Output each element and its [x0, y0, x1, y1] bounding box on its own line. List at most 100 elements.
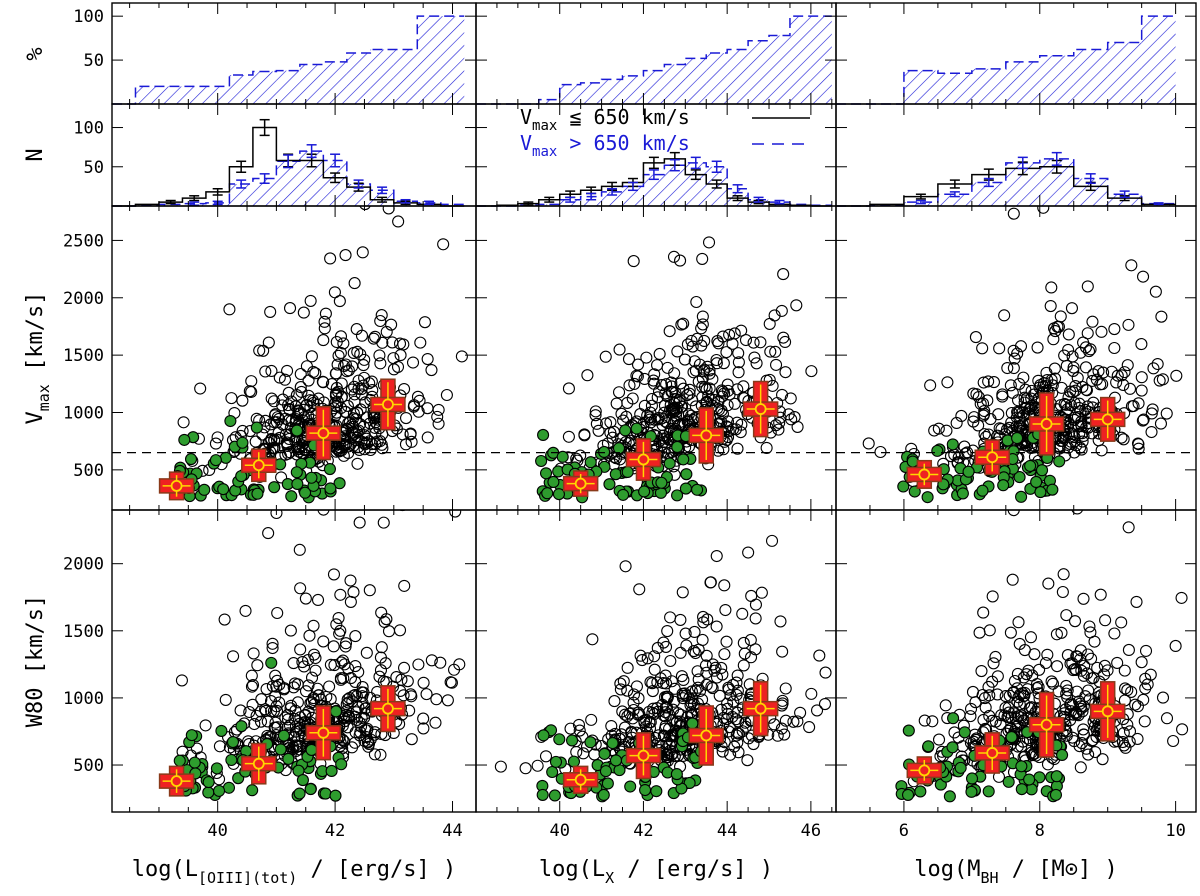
data-point	[1054, 310, 1067, 323]
data-point	[391, 360, 405, 373]
data-point	[692, 643, 705, 656]
data-point	[299, 592, 312, 605]
data-point	[742, 546, 755, 559]
vmax-scatter	[476, 236, 836, 504]
subsample-point	[319, 787, 332, 800]
data-point	[362, 740, 375, 753]
pct-bar	[1141, 16, 1176, 104]
data-point	[1156, 691, 1170, 704]
data-point	[1083, 620, 1096, 633]
vmax-points	[535, 236, 818, 504]
data-point	[330, 618, 343, 631]
count-high-outline	[112, 150, 465, 207]
data-point	[385, 318, 398, 331]
binned-median	[625, 732, 662, 780]
data-point	[349, 659, 362, 673]
binned-median	[241, 448, 277, 483]
data-point	[668, 415, 681, 428]
data-point	[599, 350, 612, 363]
data-point	[1160, 712, 1174, 725]
data-point	[341, 399, 354, 413]
data-point	[776, 694, 789, 707]
data-point	[627, 255, 640, 268]
data-point	[1149, 285, 1162, 298]
data-point	[605, 720, 618, 733]
count-high-bar	[971, 182, 1006, 206]
data-point	[698, 380, 711, 394]
legend-entry: Vmax ≦ 650 km/s	[520, 105, 690, 134]
data-point	[367, 332, 380, 345]
data-point	[648, 650, 661, 663]
binned-center-dot	[754, 403, 767, 415]
data-point	[1030, 682, 1043, 695]
data-point	[1121, 359, 1134, 372]
data-point	[739, 720, 752, 733]
data-point	[1082, 748, 1095, 761]
data-point	[223, 303, 236, 316]
data-point	[394, 349, 407, 362]
data-point	[374, 357, 387, 370]
data-point	[1089, 745, 1102, 759]
data-point	[1108, 341, 1121, 355]
data-point	[621, 710, 634, 723]
subsample-point	[217, 483, 230, 496]
data-point	[494, 760, 507, 773]
data-point	[432, 403, 445, 416]
data-point	[1077, 700, 1090, 713]
data-point	[348, 710, 361, 723]
data-point	[621, 661, 634, 674]
data-point	[641, 652, 654, 665]
subsample-point	[997, 479, 1010, 492]
data-point	[209, 437, 222, 450]
pct-bar	[417, 16, 441, 104]
subsample-point	[1015, 490, 1028, 503]
data-point	[697, 610, 710, 623]
x-tick-label: 44	[717, 821, 737, 841]
data-point	[414, 336, 427, 349]
binned-center-dot	[637, 453, 650, 466]
data-point	[448, 663, 461, 676]
subsample-point	[617, 488, 630, 501]
subsample-point	[178, 433, 191, 446]
subsample-point	[547, 475, 560, 489]
data-point	[345, 741, 359, 754]
data-point	[339, 358, 352, 371]
subsample-point	[683, 776, 696, 790]
data-point	[282, 414, 295, 427]
data-point	[574, 449, 587, 462]
data-point	[819, 666, 832, 679]
data-point	[314, 693, 327, 706]
data-point	[344, 672, 358, 685]
data-point	[1136, 414, 1149, 427]
data-point	[998, 709, 1011, 722]
y-tick-label: 500	[73, 461, 104, 481]
subsample-point	[290, 466, 303, 479]
subsample-point	[213, 784, 226, 797]
binned-median	[370, 378, 406, 431]
data-point	[572, 718, 586, 731]
data-point	[737, 636, 750, 650]
data-point	[678, 353, 691, 366]
data-point	[1155, 310, 1168, 323]
data-point	[648, 368, 661, 381]
subsample-point	[335, 758, 348, 771]
data-point	[653, 347, 666, 361]
data-point	[1139, 644, 1153, 657]
pct-histogram	[836, 15, 1176, 105]
data-point	[380, 613, 393, 626]
data-point	[270, 700, 283, 713]
data-point	[360, 646, 373, 659]
data-point	[983, 689, 996, 702]
subsample-point	[1015, 783, 1028, 796]
data-point	[1097, 366, 1110, 379]
data-point	[1139, 682, 1152, 695]
data-point	[689, 364, 702, 377]
data-point	[661, 390, 674, 403]
data-point	[987, 376, 1000, 389]
data-point	[696, 310, 709, 323]
data-point	[519, 762, 532, 775]
data-point	[805, 365, 818, 378]
data-point	[245, 680, 259, 693]
data-point	[1055, 626, 1068, 639]
data-point	[627, 688, 641, 701]
